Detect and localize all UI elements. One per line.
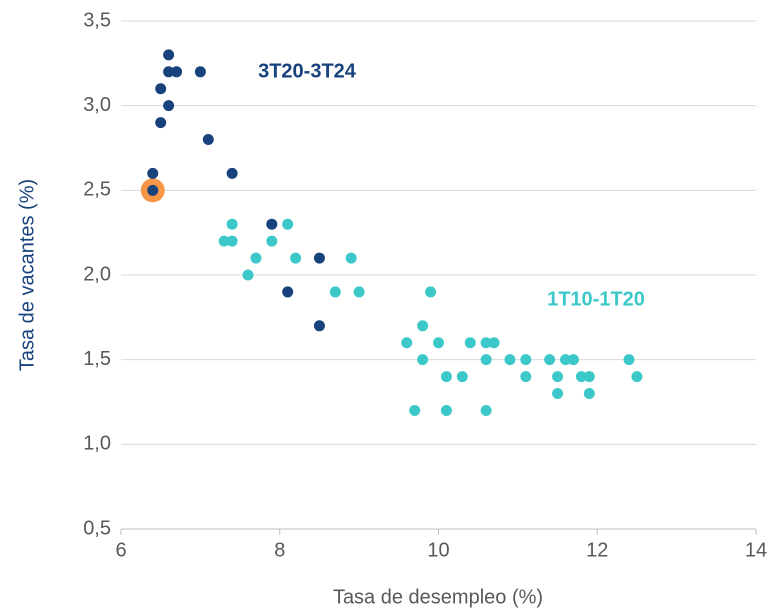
x-tick-label: 6 bbox=[115, 539, 126, 561]
point bbox=[202, 134, 214, 146]
point bbox=[480, 337, 492, 349]
point bbox=[155, 117, 167, 129]
point bbox=[163, 66, 175, 78]
x-tick-label: 14 bbox=[745, 539, 767, 561]
point bbox=[544, 354, 556, 366]
x-tick-label: 10 bbox=[427, 539, 449, 561]
point bbox=[631, 371, 643, 383]
point bbox=[440, 404, 452, 416]
point bbox=[242, 269, 254, 281]
point bbox=[194, 66, 206, 78]
point bbox=[290, 252, 302, 264]
point bbox=[504, 354, 516, 366]
series-label: 1T10-1T20 bbox=[547, 288, 645, 310]
point bbox=[417, 320, 429, 332]
point bbox=[155, 83, 167, 95]
point bbox=[488, 337, 500, 349]
point bbox=[433, 337, 444, 349]
point bbox=[226, 235, 238, 247]
point bbox=[282, 218, 294, 230]
point bbox=[440, 371, 452, 383]
y-tick-label: 0,5 bbox=[83, 517, 111, 539]
point bbox=[409, 404, 421, 416]
y-axis-label: Tasa de vacantes (%) bbox=[16, 179, 38, 371]
point bbox=[520, 371, 532, 383]
point bbox=[425, 286, 437, 298]
point bbox=[147, 167, 159, 179]
point bbox=[313, 320, 325, 332]
point bbox=[218, 235, 230, 247]
point bbox=[147, 184, 159, 196]
point bbox=[583, 371, 595, 383]
y-tick-label: 3,0 bbox=[83, 94, 111, 116]
point bbox=[560, 354, 571, 366]
point bbox=[480, 404, 492, 416]
point bbox=[417, 354, 429, 366]
y-tick-label: 1,0 bbox=[83, 433, 111, 455]
point bbox=[583, 388, 595, 400]
point bbox=[250, 252, 262, 264]
point bbox=[353, 286, 365, 298]
point bbox=[226, 218, 238, 230]
point bbox=[163, 49, 175, 61]
point bbox=[552, 388, 564, 400]
point bbox=[575, 371, 587, 383]
y-tick-label: 3,5 bbox=[83, 9, 111, 31]
x-axis-label: Tasa de desempleo (%) bbox=[333, 586, 543, 608]
point bbox=[401, 337, 413, 349]
point bbox=[329, 286, 341, 298]
series-label: 3T20-3T24 bbox=[258, 60, 357, 82]
point bbox=[456, 371, 468, 383]
point bbox=[313, 252, 325, 264]
point bbox=[163, 100, 175, 112]
point bbox=[567, 354, 579, 366]
x-tick-label: 12 bbox=[586, 539, 608, 561]
point bbox=[282, 286, 294, 298]
point bbox=[520, 354, 532, 366]
point bbox=[480, 354, 492, 366]
point bbox=[623, 354, 635, 366]
x-tick-label: 8 bbox=[274, 539, 285, 561]
point bbox=[552, 371, 564, 383]
point bbox=[464, 337, 476, 349]
point bbox=[226, 167, 238, 179]
y-tick-label: 2,5 bbox=[83, 179, 111, 201]
point bbox=[171, 66, 183, 78]
y-tick-label: 1,5 bbox=[83, 348, 111, 370]
point bbox=[266, 218, 278, 230]
y-tick-label: 2,0 bbox=[83, 263, 111, 285]
point bbox=[345, 252, 357, 264]
point bbox=[266, 235, 278, 247]
